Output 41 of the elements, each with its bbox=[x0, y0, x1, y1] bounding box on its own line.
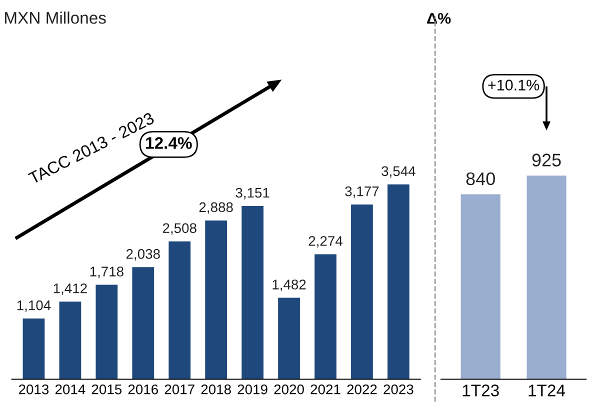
x-tick-label: 2018 bbox=[201, 384, 231, 394]
x-tick-label: 2016 bbox=[128, 384, 158, 394]
chart-title: MXN Millones bbox=[5, 12, 106, 24]
bar bbox=[278, 298, 300, 380]
data-label: 2,508 bbox=[162, 223, 196, 235]
x-tick-label: 1T24 bbox=[528, 384, 566, 396]
bar bbox=[59, 302, 82, 380]
data-label: 840 bbox=[466, 172, 495, 186]
x-tick-label: 2023 bbox=[384, 384, 414, 394]
x-tick-label: 1T23 bbox=[462, 384, 499, 396]
bar bbox=[132, 267, 154, 380]
data-label: 2,274 bbox=[308, 236, 342, 248]
data-label: 2,888 bbox=[199, 202, 233, 214]
bar bbox=[387, 184, 410, 380]
x-tick-label: 2019 bbox=[238, 384, 268, 394]
x-tick-label: 2015 bbox=[92, 384, 122, 394]
bar bbox=[22, 318, 45, 380]
text: 12.4% bbox=[146, 137, 192, 149]
bar bbox=[96, 284, 118, 380]
bar bbox=[242, 206, 264, 380]
data-label: 1,718 bbox=[90, 266, 124, 278]
x-tick-label: 2022 bbox=[347, 384, 377, 394]
chart-title: Δ% bbox=[427, 13, 451, 24]
bar bbox=[168, 241, 191, 380]
data-label: 925 bbox=[532, 154, 561, 166]
data-label: 3,151 bbox=[236, 188, 270, 200]
text: +10.1% bbox=[488, 80, 540, 90]
data-label: 1,482 bbox=[272, 280, 306, 292]
bar bbox=[205, 220, 228, 380]
x-tick-label: 2013 bbox=[18, 384, 49, 394]
bar bbox=[351, 204, 373, 380]
data-label: 1,104 bbox=[17, 300, 51, 312]
x-tick-label: 2014 bbox=[55, 384, 86, 394]
bar bbox=[314, 254, 336, 380]
data-label: 3,177 bbox=[345, 186, 379, 198]
x-tick-label: 2017 bbox=[164, 384, 194, 394]
x-tick-label: 2020 bbox=[274, 384, 304, 394]
data-label: 1,412 bbox=[54, 283, 87, 295]
data-label: 3,544 bbox=[382, 166, 416, 178]
data-label: 2,038 bbox=[126, 249, 160, 261]
x-tick-label: 2021 bbox=[310, 384, 340, 394]
